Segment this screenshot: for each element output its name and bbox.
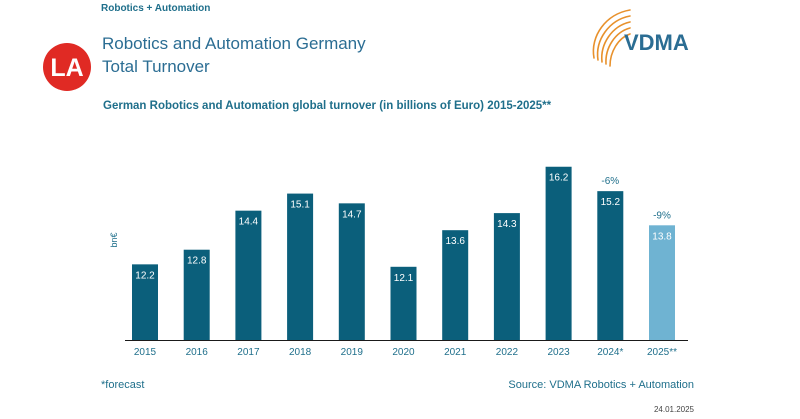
x-tick-label: 2018	[289, 347, 312, 358]
bar-2021	[442, 230, 469, 340]
vdma-logo-text: VDMA	[624, 30, 689, 55]
x-tick-label: 2019	[341, 347, 364, 358]
bar-value-label: 12.8	[187, 256, 207, 267]
bar-2017	[235, 210, 262, 340]
bar-value-label: 14.3	[497, 219, 517, 230]
bar-value-label: 15.1	[290, 200, 310, 211]
bar-value-label: 12.1	[394, 273, 414, 284]
chart-title: German Robotics and Automation global tu…	[103, 100, 552, 112]
source-note: Source: VDMA Robotics + Automation	[508, 379, 694, 391]
page-subtitle: Total Turnover	[102, 57, 210, 76]
x-tick-label: 2016	[186, 347, 209, 358]
bar-value-label: 16.2	[549, 173, 569, 184]
bar-value-label: 13.8	[652, 231, 672, 242]
bar-value-label: 12.2	[135, 270, 155, 281]
bar-2023	[545, 166, 572, 340]
bar-change-label: -6%	[601, 176, 619, 187]
bar-2016	[183, 249, 210, 340]
x-tick-label: 2021	[444, 347, 467, 358]
y-axis-label: bn€	[109, 232, 119, 247]
date-stamp: 24.01.2025	[653, 405, 694, 414]
x-tick-label: 2015	[134, 347, 157, 358]
bar-2022	[493, 213, 520, 340]
x-tick-label: 2023	[547, 347, 570, 358]
bar-value-label: 14.7	[342, 209, 362, 220]
page-title: Robotics and Automation Germany	[102, 34, 366, 53]
bar-value-label: 13.6	[445, 236, 465, 247]
bar-2019	[338, 203, 365, 340]
x-tick-label: 2022	[496, 347, 519, 358]
x-tick-label: 2017	[237, 347, 260, 358]
bar-2025	[649, 225, 675, 340]
vdma-logo-icon: VDMA	[592, 9, 689, 67]
bar-2018	[287, 193, 314, 340]
footnote: *forecast	[101, 379, 145, 391]
bar-value-label: 14.4	[239, 217, 259, 228]
x-tick-label: 2025**	[647, 347, 677, 358]
bar-change-label: -9%	[653, 210, 671, 221]
la-logo-text: LA	[50, 54, 83, 82]
bar-2015	[132, 264, 158, 340]
x-tick-label: 2020	[392, 347, 415, 358]
bar-value-label: 15.2	[601, 197, 621, 208]
header-label: Robotics + Automation	[101, 3, 211, 14]
x-tick-label: 2024*	[597, 347, 623, 358]
bar-2024	[597, 191, 624, 340]
la-logo-icon: LA	[43, 43, 91, 91]
bar-2020	[390, 266, 417, 340]
